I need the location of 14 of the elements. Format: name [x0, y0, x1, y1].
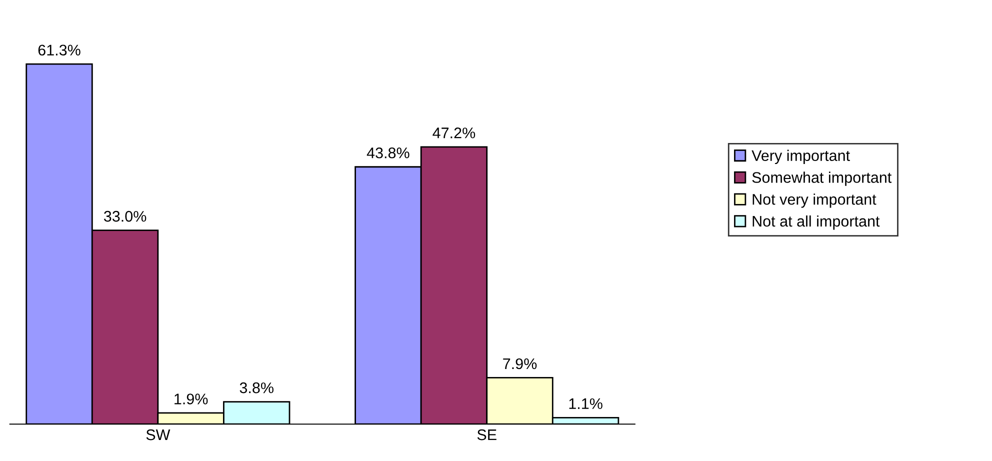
data-label: 1.1% [569, 398, 602, 410]
data-label: 3.8% [240, 382, 274, 394]
legend-label: Very important [752, 150, 850, 164]
data-label: 7.9% [503, 358, 537, 370]
x-tick-label: SW [146, 429, 170, 440]
data-label: 47.2% [432, 128, 476, 138]
data-label: 61.3% [38, 44, 80, 56]
legend-label: Not at all important [752, 215, 880, 230]
x-tick-label: SE [477, 429, 496, 440]
data-label: 43.8% [366, 147, 410, 158]
legend-label: Not very important [752, 194, 876, 208]
data-label: 1.9% [174, 394, 208, 404]
data-label: 33.0% [104, 210, 146, 222]
legend-label: Somewhat important [752, 172, 892, 186]
